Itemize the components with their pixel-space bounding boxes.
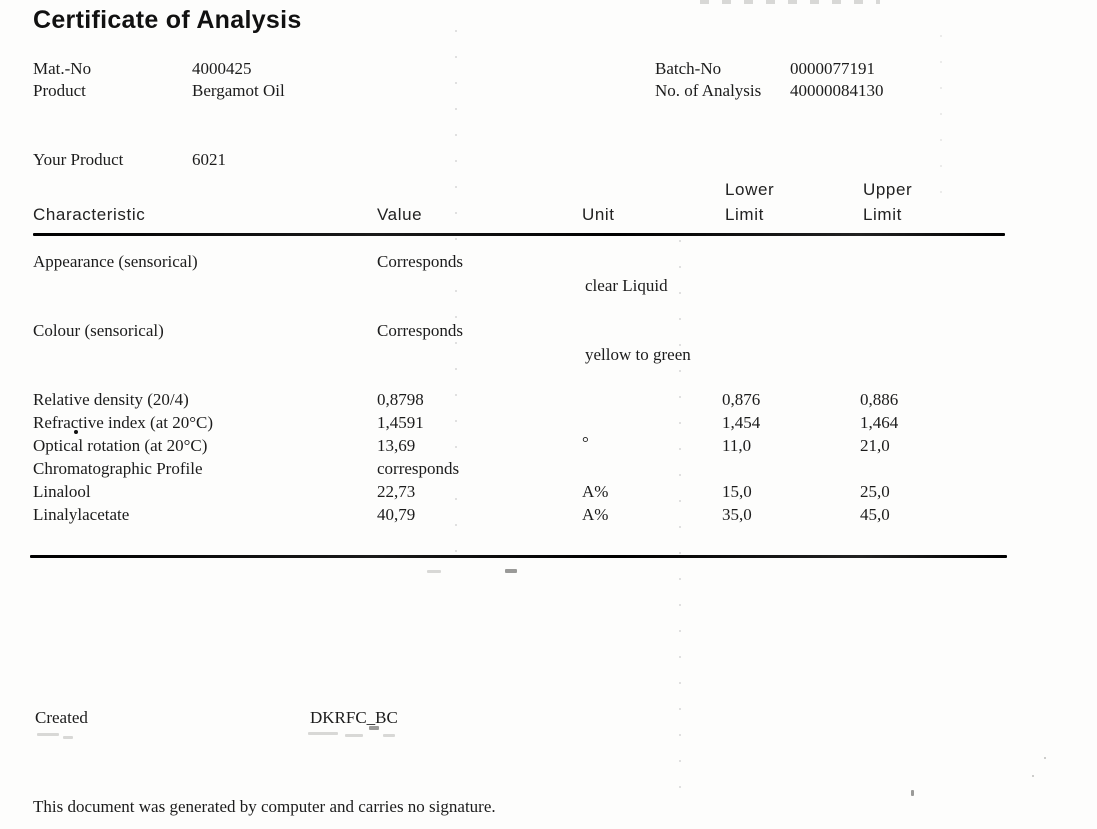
scan-artifact-vertical-line: [940, 35, 942, 195]
table-header-rule: [33, 233, 1005, 236]
scan-artifact-speck: [1044, 757, 1046, 759]
lower-limit-cell: 35,0: [722, 505, 752, 524]
analysis-no-value: 40000084130: [790, 81, 884, 100]
column-header-value: Value: [377, 205, 423, 224]
value-note: clear Liquid: [585, 276, 668, 295]
unit-cell: A%: [582, 482, 609, 501]
upper-limit-cell: 25,0: [860, 482, 890, 501]
product-value: Bergamot Oil: [192, 81, 285, 100]
characteristic-cell: Chromatographic Profile: [33, 459, 203, 478]
created-label: Created: [35, 708, 88, 727]
characteristic-cell: Appearance (sensorical): [33, 252, 198, 271]
scan-artifact-speck: [1032, 775, 1034, 777]
scan-artifact-ink-dot: [74, 430, 78, 434]
upper-limit-cell: 45,0: [860, 505, 890, 524]
column-header-upper-line1: Upper: [863, 180, 913, 199]
scan-artifact-vertical-line: [679, 240, 681, 795]
mat-no-label: Mat.-No: [33, 59, 92, 78]
characteristic-cell: Linalylacetate: [33, 505, 130, 524]
batch-no-value: 0000077191: [790, 59, 875, 78]
value-cell: corresponds: [377, 459, 460, 478]
scan-artifact-ghost-mark: [345, 734, 363, 737]
column-header-lower-line1: Lower: [725, 180, 775, 199]
scan-artifact-ghost-mark: [63, 736, 73, 739]
scan-artifact-ghost-mark: [427, 570, 441, 573]
upper-limit-cell: 21,0: [860, 436, 890, 455]
value-note: yellow to green: [585, 345, 691, 364]
your-product-value: 6021: [192, 150, 226, 169]
mat-no-value: 4000425: [192, 59, 252, 78]
characteristic-cell: Refractive index (at 20°C): [33, 413, 214, 432]
characteristic-cell: Linalool: [33, 482, 91, 501]
created-value: DKRFC_BC: [310, 708, 398, 727]
your-product-label: Your Product: [33, 150, 124, 169]
disclaimer-text: This document was generated by computer …: [33, 797, 496, 816]
column-header-lower-line2: Limit: [725, 205, 764, 224]
value-cell: 13,69: [377, 436, 416, 455]
scan-artifact-ghost-mark: [37, 733, 59, 736]
lower-limit-cell: 15,0: [722, 482, 752, 501]
characteristic-cell: Relative density (20/4): [33, 390, 189, 409]
lower-limit-cell: 11,0: [722, 436, 752, 455]
scan-artifact-ghost-mark: [308, 732, 338, 735]
analysis-no-label: No. of Analysis: [655, 81, 762, 100]
lower-limit-cell: 1,454: [722, 413, 761, 432]
unit-cell: A%: [582, 505, 609, 524]
value-cell: 40,79: [377, 505, 416, 524]
column-header-upper-line2: Limit: [863, 205, 902, 224]
table-footer-rule: [30, 555, 1007, 558]
characteristic-cell: Optical rotation (at 20°C): [33, 436, 208, 455]
product-label: Product: [33, 81, 86, 100]
value-cell: 0,8798: [377, 390, 424, 409]
value-cell: 1,4591: [377, 413, 424, 432]
batch-no-label: Batch-No: [655, 59, 722, 78]
lower-limit-cell: 0,876: [722, 390, 761, 409]
upper-limit-cell: 0,886: [860, 390, 899, 409]
unit-cell: °: [582, 433, 589, 452]
column-header-characteristic: Characteristic: [33, 205, 146, 224]
scan-artifact-ghost-mark: [369, 726, 379, 730]
value-cell: 22,73: [377, 482, 416, 501]
scan-artifact-ghost-mark: [505, 569, 517, 573]
page-title: Certificate of Analysis: [33, 6, 302, 34]
value-cell: Corresponds: [377, 321, 463, 340]
scan-artifact-top-edge: [700, 0, 880, 4]
scan-artifact-ghost-mark: [383, 734, 395, 737]
upper-limit-cell: 1,464: [860, 413, 899, 432]
scan-artifact-vertical-line: [455, 30, 457, 565]
value-cell: Corresponds: [377, 252, 463, 271]
column-header-unit: Unit: [582, 205, 615, 224]
scan-artifact-speck: [911, 790, 914, 796]
characteristic-cell: Colour (sensorical): [33, 321, 164, 340]
